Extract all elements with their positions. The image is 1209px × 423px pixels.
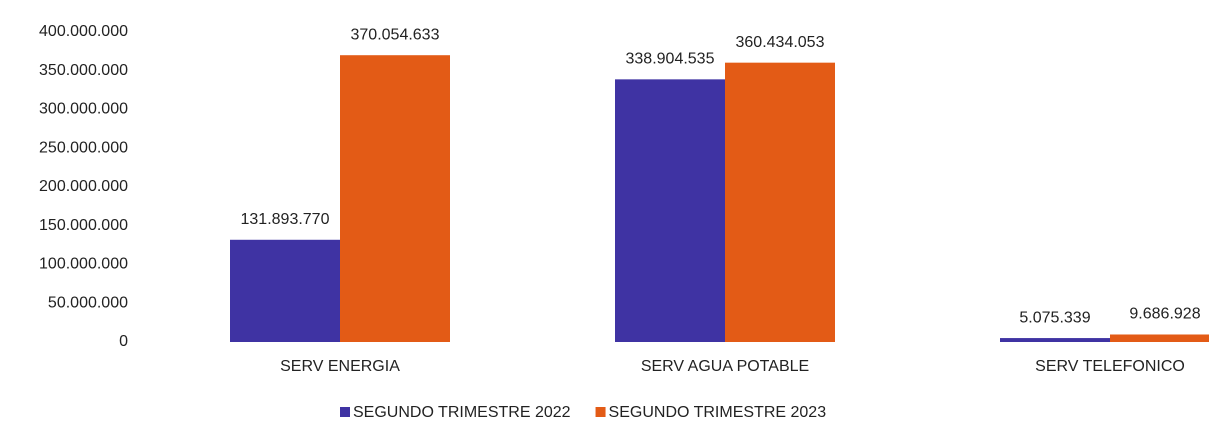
data-label: 370.054.633 [351, 26, 440, 43]
bar [340, 55, 450, 342]
x-tick-label: SERV ENERGIA [280, 358, 400, 375]
y-tick-label: 200.000.000 [39, 178, 128, 195]
bar [230, 239, 340, 342]
data-label: 131.893.770 [241, 211, 330, 228]
y-tick-label: 250.000.000 [39, 139, 128, 156]
y-tick-label: 150.000.000 [39, 217, 128, 234]
legend-label: SEGUNDO TRIMESTRE 2022 [353, 404, 571, 421]
y-tick-label: 100.000.000 [39, 256, 128, 273]
data-label: 5.075.339 [1019, 309, 1090, 326]
y-tick-label: 0 [119, 333, 128, 350]
y-tick-label: 50.000.000 [48, 294, 128, 311]
bar [615, 79, 725, 342]
legend-label: SEGUNDO TRIMESTRE 2023 [609, 404, 827, 421]
legend-swatch [595, 407, 606, 417]
legend-swatch [340, 407, 350, 417]
y-tick-label: 350.000.000 [39, 62, 128, 79]
data-label: 9.686.928 [1129, 306, 1200, 323]
data-label: 360.434.053 [736, 34, 825, 51]
y-tick-label: 400.000.000 [39, 23, 128, 40]
x-tick-label: SERV TELEFONICO [1035, 358, 1185, 375]
y-tick-label: 300.000.000 [39, 101, 128, 118]
bar [1000, 338, 1110, 342]
bar [725, 62, 835, 343]
data-label: 338.904.535 [626, 51, 715, 68]
x-tick-label: SERV AGUA POTABLE [641, 358, 809, 375]
bar [1110, 334, 1209, 342]
